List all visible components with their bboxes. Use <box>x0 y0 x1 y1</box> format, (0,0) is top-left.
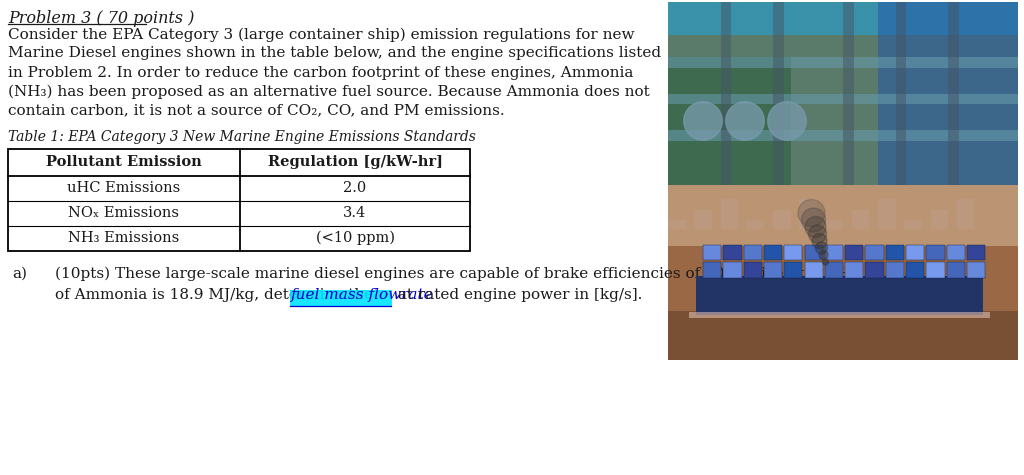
Bar <box>668 94 1018 104</box>
Bar <box>694 209 712 229</box>
Circle shape <box>815 242 827 254</box>
Bar <box>906 262 925 278</box>
Bar <box>824 262 843 278</box>
Circle shape <box>819 250 828 259</box>
Bar <box>773 2 783 185</box>
Text: Problem 3 ( 70 points ): Problem 3 ( 70 points ) <box>8 10 195 27</box>
Circle shape <box>798 200 825 227</box>
Bar <box>878 2 1018 185</box>
Bar <box>956 199 974 229</box>
Bar <box>703 245 721 260</box>
Text: NOₓ Emissions: NOₓ Emissions <box>69 206 179 220</box>
Text: NH₃ Emissions: NH₃ Emissions <box>69 231 179 245</box>
Bar <box>825 220 843 229</box>
Bar <box>845 262 863 278</box>
Bar <box>967 245 985 260</box>
Bar <box>967 262 985 278</box>
Bar <box>743 262 762 278</box>
Bar <box>703 262 721 278</box>
Bar <box>843 2 853 185</box>
Text: (<10 ppm): (<10 ppm) <box>315 231 394 245</box>
Bar <box>668 311 1018 360</box>
Bar <box>865 245 884 260</box>
Bar <box>773 209 791 229</box>
Bar <box>668 2 1018 35</box>
Bar <box>721 199 738 229</box>
Bar <box>878 199 896 229</box>
Bar <box>845 245 863 260</box>
Text: contain carbon, it is not a source of CO₂, CO, and PM emissions.: contain carbon, it is not a source of CO… <box>8 104 505 117</box>
Text: 2.0: 2.0 <box>343 181 367 195</box>
Bar <box>824 245 843 260</box>
Bar <box>668 130 1018 141</box>
Text: uHC Emissions: uHC Emissions <box>68 181 180 195</box>
Text: a): a) <box>12 266 27 281</box>
Bar <box>896 2 906 185</box>
Bar <box>927 245 944 260</box>
Bar <box>784 245 803 260</box>
Text: Pollutant Emission: Pollutant Emission <box>46 155 202 169</box>
Bar <box>805 245 822 260</box>
Circle shape <box>768 102 806 140</box>
Bar <box>668 57 1018 68</box>
Text: Consider the EPA Category 3 (large container ship) emission regulations for new: Consider the EPA Category 3 (large conta… <box>8 28 635 42</box>
Text: 3.4: 3.4 <box>343 206 367 220</box>
Bar <box>721 2 731 185</box>
Bar <box>948 2 958 185</box>
Text: Table 1: EPA Category 3 New Marine Engine Emissions Standards: Table 1: EPA Category 3 New Marine Engin… <box>8 131 476 144</box>
Bar <box>723 245 741 260</box>
Bar <box>946 262 965 278</box>
Bar <box>668 220 685 229</box>
Bar <box>906 245 925 260</box>
Bar <box>668 185 1018 246</box>
Bar <box>931 209 948 229</box>
Text: Regulation [g/kW-hr]: Regulation [g/kW-hr] <box>267 155 442 169</box>
Circle shape <box>809 225 826 243</box>
Bar <box>746 220 764 229</box>
Circle shape <box>822 259 828 265</box>
Bar <box>946 245 965 260</box>
Text: Marine Diesel engines shown in the table below, and the engine specifications li: Marine Diesel engines shown in the table… <box>8 47 662 60</box>
Text: fuel mass flowrate: fuel mass flowrate <box>292 287 434 302</box>
Bar <box>886 262 904 278</box>
Bar <box>668 185 1018 360</box>
Bar <box>805 262 822 278</box>
Circle shape <box>802 208 825 232</box>
Circle shape <box>805 217 826 238</box>
Bar <box>696 276 983 314</box>
Bar <box>886 245 904 260</box>
Text: of Ammonia is 18.9 MJ/kg, determine the: of Ammonia is 18.9 MJ/kg, determine the <box>55 287 378 302</box>
Circle shape <box>726 102 764 140</box>
Text: (NH₃) has been proposed as an alternative fuel source. Because Ammonia does not: (NH₃) has been proposed as an alternativ… <box>8 85 650 99</box>
Bar <box>852 209 869 229</box>
Text: (10pts) These large-scale marine diesel engines are capable of brake efficiencie: (10pts) These large-scale marine diesel … <box>55 266 862 281</box>
Bar <box>865 262 884 278</box>
Bar <box>800 199 817 229</box>
Bar <box>8 149 470 250</box>
Bar <box>291 289 392 305</box>
Bar <box>743 245 762 260</box>
Bar <box>764 245 782 260</box>
Bar <box>689 312 990 317</box>
Circle shape <box>684 102 722 140</box>
Text: at rated engine power in [kg/s].: at rated engine power in [kg/s]. <box>393 287 642 302</box>
Bar <box>764 262 782 278</box>
Bar <box>668 57 791 185</box>
Circle shape <box>812 234 827 248</box>
Bar <box>927 262 944 278</box>
Text: in Problem 2. In order to reduce the carbon footprint of these engines, Ammonia: in Problem 2. In order to reduce the car… <box>8 66 634 79</box>
Bar <box>784 262 803 278</box>
Bar <box>668 2 1018 185</box>
Bar <box>723 262 741 278</box>
Bar <box>904 220 922 229</box>
